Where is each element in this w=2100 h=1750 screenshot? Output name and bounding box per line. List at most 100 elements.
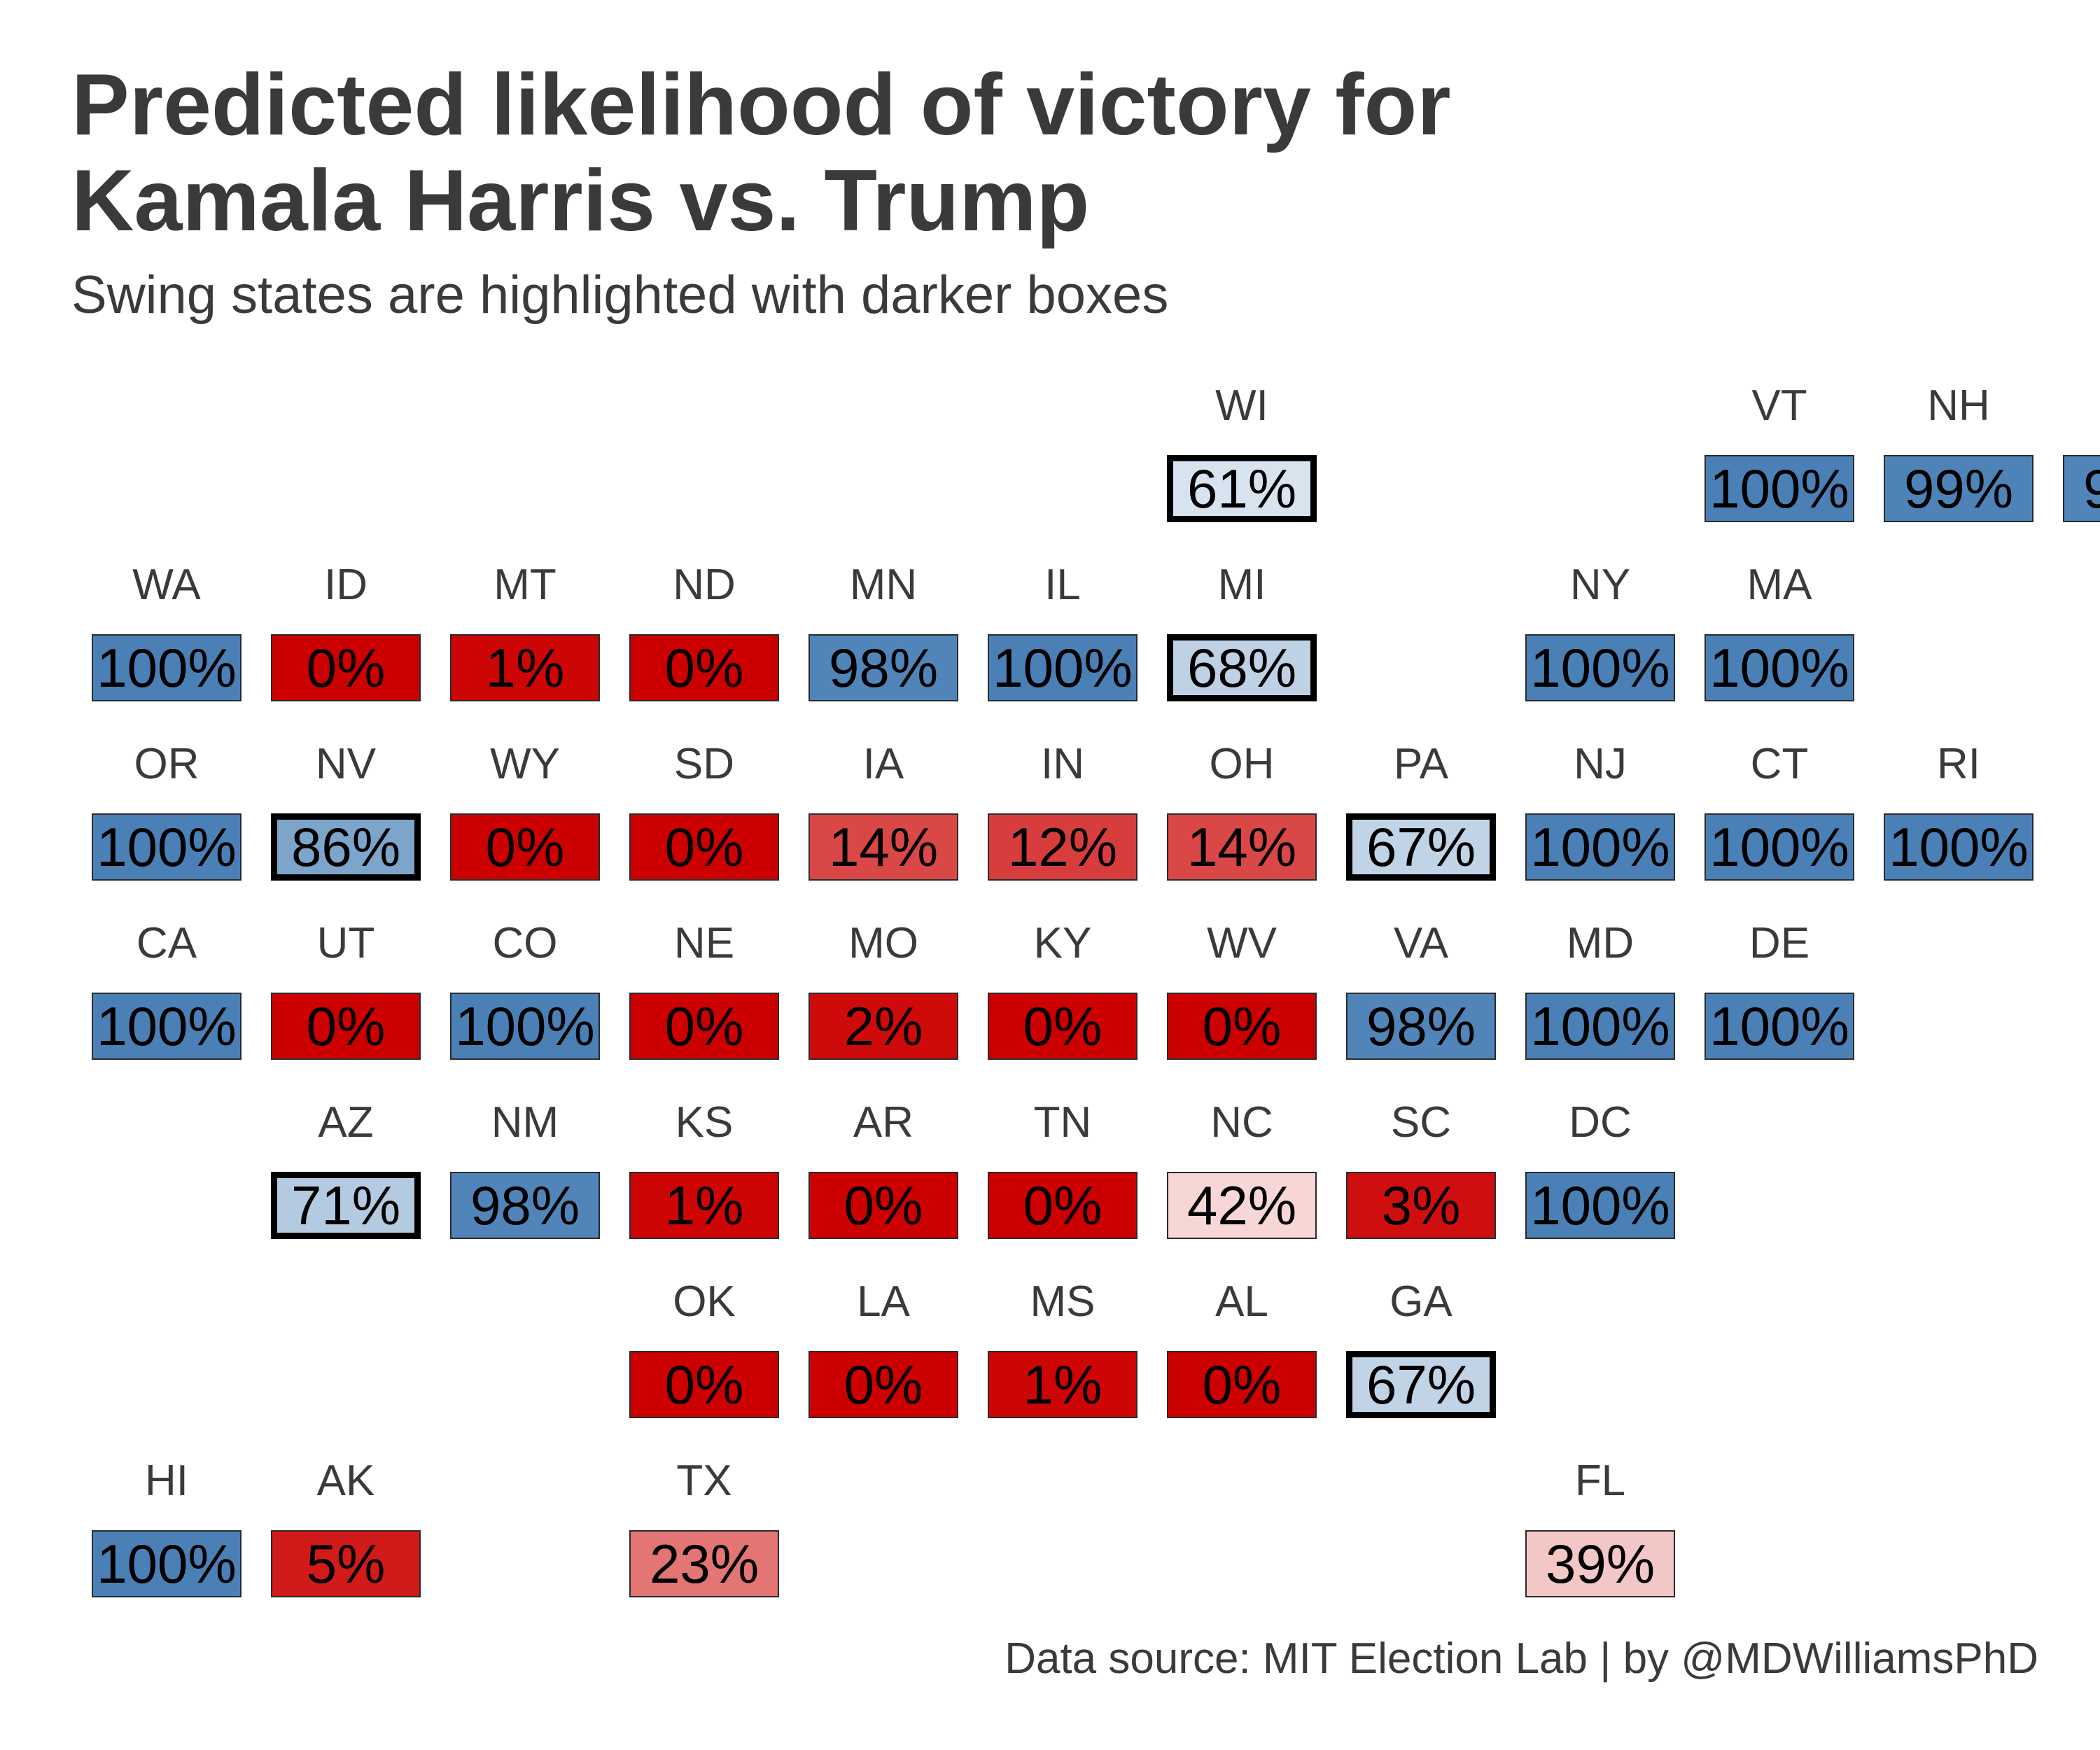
state-tile-wy: 0% <box>450 813 600 881</box>
state-tile-fl: 39% <box>1525 1530 1675 1597</box>
state-tile-ut: 0% <box>271 993 421 1060</box>
state-tile-dc: 100% <box>1525 1172 1675 1239</box>
state-label-ct: CT <box>1750 740 1809 788</box>
state-label-sd: SD <box>673 740 735 788</box>
state-label-wy: WY <box>490 740 560 788</box>
state-tile-ma: 100% <box>1704 634 1854 701</box>
state-label-wa: WA <box>132 561 201 609</box>
state-label-ak: AK <box>316 1457 375 1505</box>
state-label-mi: MI <box>1217 561 1266 609</box>
state-label-al: AL <box>1215 1278 1268 1326</box>
state-tile-ca: 100% <box>92 993 241 1060</box>
state-tile-ks: 1% <box>629 1172 779 1239</box>
state-tile-nv: 86% <box>271 813 421 881</box>
state-tile-sc: 3% <box>1346 1172 1496 1239</box>
state-label-ks: KS <box>675 1098 734 1147</box>
state-tile-md: 100% <box>1525 993 1675 1060</box>
state-tile-nh: 99% <box>1884 455 2033 522</box>
state-label-mo: MO <box>848 919 918 967</box>
state-label-pa: PA <box>1393 740 1449 788</box>
state-tile-nj: 100% <box>1525 813 1675 881</box>
state-tile-co: 100% <box>450 993 600 1060</box>
state-tile-ri: 100% <box>1884 813 2033 881</box>
state-label-ny: NY <box>1569 561 1631 609</box>
state-tile-al: 0% <box>1167 1351 1317 1418</box>
state-label-ga: GA <box>1390 1278 1452 1326</box>
state-label-tn: TN <box>1033 1098 1092 1147</box>
state-tile-tx: 23% <box>629 1530 779 1597</box>
state-tile-il: 100% <box>988 634 1138 701</box>
state-label-nv: NV <box>315 740 377 788</box>
state-label-or: OR <box>134 740 200 788</box>
state-tile-wv: 0% <box>1167 993 1317 1060</box>
state-label-nj: NJ <box>1574 740 1627 788</box>
state-label-az: AZ <box>318 1098 374 1147</box>
chart-subtitle: Swing states are highlighted with darker… <box>71 265 1169 325</box>
state-tile-ar: 0% <box>808 1172 958 1239</box>
state-label-ar: AR <box>853 1098 914 1147</box>
state-label-la: LA <box>857 1278 910 1326</box>
state-tile-va: 98% <box>1346 993 1496 1060</box>
state-tile-nm: 98% <box>450 1172 600 1239</box>
state-tile-tn: 0% <box>988 1172 1138 1239</box>
state-label-id: ID <box>324 561 368 609</box>
chart-title: Predicted likelihood of victory for Kama… <box>71 57 1451 249</box>
state-tile-wa: 100% <box>92 634 241 701</box>
state-label-nc: NC <box>1210 1098 1273 1147</box>
state-label-mn: MN <box>849 561 918 609</box>
state-label-wi: WI <box>1215 382 1268 430</box>
state-tile-ny: 100% <box>1525 634 1675 701</box>
state-tile-wi: 61% <box>1167 455 1317 522</box>
state-label-va: VA <box>1393 919 1449 967</box>
state-tile-nc: 42% <box>1167 1172 1317 1239</box>
state-label-hi: HI <box>145 1457 188 1505</box>
state-label-ma: MA <box>1746 561 1812 609</box>
state-tile-ne: 0% <box>629 993 779 1060</box>
state-tile-pa: 67% <box>1346 813 1496 881</box>
state-label-ca: CA <box>136 919 197 967</box>
state-label-fl: FL <box>1574 1457 1626 1505</box>
state-tile-az: 71% <box>271 1172 421 1239</box>
state-tile-hi: 100% <box>92 1530 241 1597</box>
state-tile-in: 12% <box>988 813 1138 881</box>
state-label-il: IL <box>1044 561 1081 609</box>
state-label-vt: VT <box>1751 382 1807 430</box>
state-label-me: ME <box>2054 382 2100 430</box>
state-tile-ak: 5% <box>271 1530 421 1597</box>
state-tile-ct: 100% <box>1704 813 1854 881</box>
state-label-ri: RI <box>1937 740 1980 788</box>
state-label-mt: MT <box>493 561 556 609</box>
state-label-co: CO <box>492 919 558 967</box>
state-label-in: IN <box>1041 740 1084 788</box>
state-tile-mo: 2% <box>808 993 958 1060</box>
state-label-nh: NH <box>1927 382 1990 430</box>
state-label-de: DE <box>1749 919 1810 967</box>
state-tile-ky: 0% <box>988 993 1138 1060</box>
state-tile-nd: 0% <box>629 634 779 701</box>
state-tile-oh: 14% <box>1167 813 1317 881</box>
state-label-ut: UT <box>316 919 375 967</box>
state-tile-ms: 1% <box>988 1351 1138 1418</box>
state-label-wv: WV <box>1207 919 1277 967</box>
state-label-ok: OK <box>673 1278 736 1326</box>
state-label-ia: IA <box>862 740 904 788</box>
state-tile-id: 0% <box>271 634 421 701</box>
state-label-ne: NE <box>673 919 735 967</box>
state-tile-mi: 68% <box>1167 634 1317 701</box>
state-label-oh: OH <box>1209 740 1275 788</box>
state-label-dc: DC <box>1569 1098 1632 1147</box>
state-label-ky: KY <box>1033 919 1092 967</box>
state-tile-mn: 98% <box>808 634 958 701</box>
data-source-caption: Data source: MIT Election Lab | by @MDWi… <box>1004 1634 2038 1683</box>
state-tile-ga: 67% <box>1346 1351 1496 1418</box>
state-tile-or: 100% <box>92 813 241 881</box>
state-label-tx: TX <box>676 1457 732 1505</box>
state-tile-la: 0% <box>808 1351 958 1418</box>
state-tile-ia: 14% <box>808 813 958 881</box>
state-label-nm: NM <box>491 1098 559 1147</box>
state-tile-mt: 1% <box>450 634 600 701</box>
state-label-md: MD <box>1566 919 1634 967</box>
state-label-nd: ND <box>673 561 736 609</box>
state-tile-sd: 0% <box>629 813 779 881</box>
